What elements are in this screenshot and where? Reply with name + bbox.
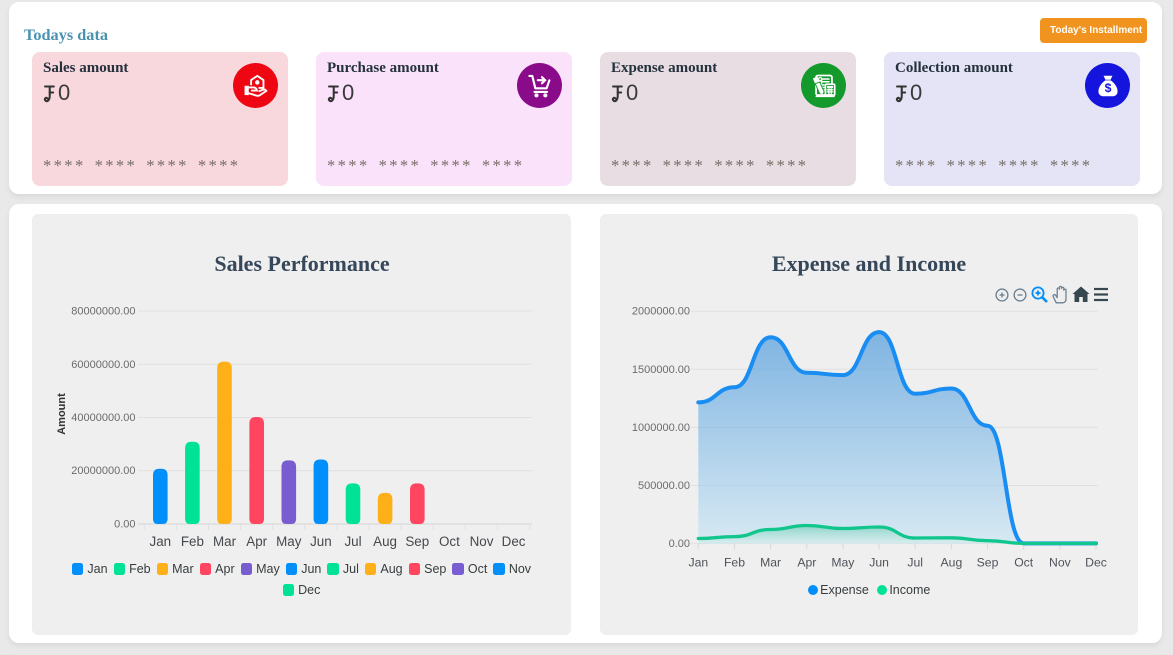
svg-text:0.00: 0.00 [669,538,690,550]
svg-text:Jul: Jul [907,556,923,570]
svg-text:40000000.00: 40000000.00 [71,412,135,424]
svg-text:Jan: Jan [688,556,708,570]
svg-text:Nov: Nov [470,534,494,549]
svg-text:Feb: Feb [181,534,204,549]
svg-text:Dec: Dec [1085,556,1107,570]
svg-text:500000.00: 500000.00 [638,480,690,492]
svg-text:Feb: Feb [724,556,745,570]
svg-text:Mar: Mar [213,534,237,549]
svg-text:Sales Performance: Sales Performance [214,251,390,276]
svg-text:Expense and Income: Expense and Income [772,251,967,276]
svg-text:1000000.00: 1000000.00 [632,422,690,434]
svg-text:May: May [831,556,855,570]
svg-text:Sep: Sep [405,534,429,549]
svg-text:Oct: Oct [1014,556,1034,570]
svg-text:Jan: Jan [150,534,172,549]
svg-text:2000000.00: 2000000.00 [632,306,690,318]
svg-text:60000000.00: 60000000.00 [71,359,135,371]
svg-text:Oct: Oct [439,534,460,549]
svg-text:Nov: Nov [1049,556,1072,570]
svg-text:Mar: Mar [760,556,781,570]
svg-text:Jun: Jun [310,534,332,549]
svg-text:Dec: Dec [502,534,526,549]
svg-text:$: $ [1104,80,1111,94]
svg-text:80000000.00: 80000000.00 [71,306,135,318]
svg-text:20000000.00: 20000000.00 [71,465,135,477]
svg-text:1500000.00: 1500000.00 [632,364,690,376]
svg-text:Jul: Jul [344,534,361,549]
svg-text:Aug: Aug [941,556,963,570]
svg-text:Sep: Sep [977,556,999,570]
svg-text:May: May [276,534,302,549]
svg-text:Aug: Aug [373,534,397,549]
svg-text:Apr: Apr [246,534,267,549]
svg-text:Amount: Amount [56,393,68,435]
svg-text:0.00: 0.00 [114,519,135,531]
svg-text:Apr: Apr [797,556,816,570]
svg-text:Jun: Jun [869,556,889,570]
